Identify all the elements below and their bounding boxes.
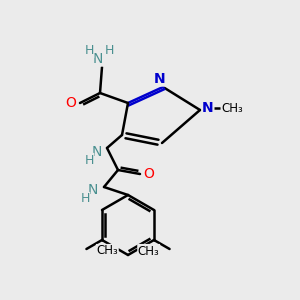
Text: H: H [80, 193, 90, 206]
Text: N: N [93, 52, 103, 66]
Text: O: O [66, 96, 76, 110]
Text: N: N [88, 183, 98, 197]
Text: N: N [154, 72, 166, 86]
Text: CH₃: CH₃ [221, 101, 243, 115]
Text: CH₃: CH₃ [138, 244, 160, 257]
Text: H: H [84, 154, 94, 166]
Text: N: N [202, 101, 214, 115]
Text: H: H [104, 44, 114, 58]
Text: N: N [92, 145, 102, 159]
Text: CH₃: CH₃ [96, 244, 118, 257]
Text: H: H [84, 44, 94, 58]
Text: O: O [144, 167, 154, 181]
